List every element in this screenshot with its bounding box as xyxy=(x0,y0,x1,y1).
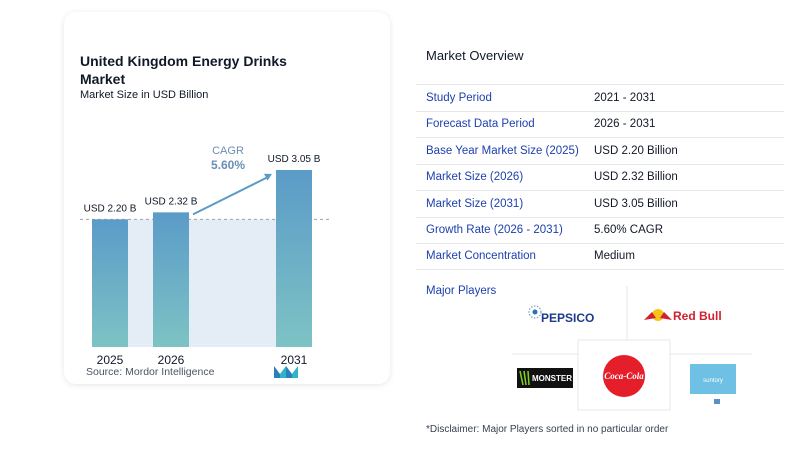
overview-title: Market Overview xyxy=(426,48,524,63)
overview-row: Market Concentration Medium xyxy=(416,243,784,270)
x-tick-label: 2031 xyxy=(281,353,308,367)
major-players-title: Major Players xyxy=(426,285,497,297)
overview-row: Growth Rate (2026 - 2031) 5.60% CAGR xyxy=(416,216,784,244)
bar-chart: USD 2.20 B USD 2.32 B USD 3.05 B 2025 2026 2… xyxy=(80,145,330,367)
monster-logo: MONSTER xyxy=(517,368,573,388)
overview-key: Forecast Data Period xyxy=(426,118,535,131)
source-line: Source: Mordor Intelligence xyxy=(86,366,214,378)
overview-value: 2021 - 2031 xyxy=(594,91,656,104)
suntory-logo: suntory xyxy=(690,364,736,404)
bar-data-label: USD 3.05 B xyxy=(268,154,321,165)
chart-title: United Kingdom Energy Drinks Market xyxy=(80,53,287,87)
overview-value: USD 3.05 Billion xyxy=(594,197,678,210)
overview-value: 2026 - 2031 xyxy=(594,118,656,131)
overview-key: Study Period xyxy=(426,91,492,104)
mordor-logo-icon xyxy=(274,366,298,378)
overview-row: Base Year Market Size (2025) USD 2.20 Bil… xyxy=(416,137,784,164)
monster-logo-text: MONSTER xyxy=(532,374,572,383)
cagr-value: 5.60% xyxy=(211,158,245,172)
source-label: Source: xyxy=(86,366,123,378)
overview-key: Market Size (2026) xyxy=(426,171,524,184)
suntory-logo-text: suntory xyxy=(703,378,723,384)
pepsico-logo-text: PEPSICO xyxy=(541,311,594,325)
bar-data-label: USD 2.20 B xyxy=(84,203,137,214)
chart-card: United Kingdom Energy Drinks Market Mark… xyxy=(64,12,390,384)
overview-value: USD 2.20 Billion xyxy=(594,144,678,157)
overview-key: Base Year Market Size (2025) xyxy=(426,144,579,157)
overview-value: Medium xyxy=(594,250,635,263)
overview-key: Growth Rate (2026 - 2031) xyxy=(426,224,563,237)
cagr-arrow xyxy=(192,176,269,216)
cagr-label: CAGR xyxy=(212,145,244,157)
overview-row: Market Size (2026) USD 2.32 Billion xyxy=(416,163,784,191)
cocacola-logo: Coca-Cola xyxy=(603,355,645,397)
redbull-logo-text: Red Bull xyxy=(673,309,722,323)
pepsico-logo: PEPSICO xyxy=(528,305,594,325)
bar-data-label: USD 2.32 B xyxy=(145,196,198,207)
overview-value: USD 2.32 Billion xyxy=(594,171,678,184)
bar-2025 xyxy=(92,219,128,347)
cagr-arrowhead xyxy=(264,173,272,181)
overview-row: Forecast Data Period 2026 - 2031 xyxy=(416,110,784,138)
overview-key: Market Concentration xyxy=(426,250,536,263)
redbull-logo: Red Bull xyxy=(644,309,722,323)
x-tick-label: 2026 xyxy=(158,353,185,367)
bar-2026 xyxy=(153,212,189,347)
bar-2031 xyxy=(276,170,312,347)
overview-table: Study Period 2021 - 2031 Forecast Data Per… xyxy=(416,84,784,270)
disclaimer: *Disclaimer: Major Players sorted in no … xyxy=(426,424,669,435)
overview-key: Market Size (2031) xyxy=(426,197,524,210)
x-tick-label: 2025 xyxy=(97,353,124,367)
source-name: Mordor Intelligence xyxy=(125,366,215,378)
cocacola-logo-text: Coca-Cola xyxy=(604,371,644,381)
overview-row: Study Period 2021 - 2031 xyxy=(416,84,784,111)
chart-subtitle: Market Size in USD Billion xyxy=(80,89,209,101)
overview-row: Market Size (2031) USD 3.05 Billion xyxy=(416,190,784,217)
overview-value: 5.60% CAGR xyxy=(594,224,664,237)
